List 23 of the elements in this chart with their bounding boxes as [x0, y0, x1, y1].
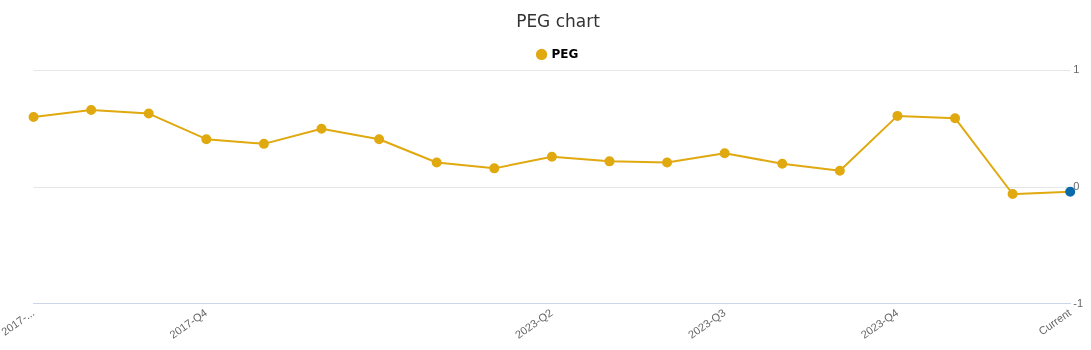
point	[1007, 189, 1018, 200]
point	[546, 151, 557, 162]
point	[604, 156, 615, 167]
point	[374, 134, 385, 145]
y-tick-label: -1	[1073, 296, 1083, 309]
point	[777, 158, 788, 169]
point	[662, 157, 673, 168]
point	[28, 112, 39, 123]
legend-label: PEG	[551, 46, 579, 61]
point	[258, 138, 269, 149]
point	[143, 108, 154, 119]
point	[86, 105, 97, 116]
y-tick-label: 1	[1073, 63, 1080, 76]
point	[950, 113, 961, 124]
point	[489, 163, 500, 174]
point	[719, 148, 730, 159]
point	[892, 110, 903, 121]
point	[316, 123, 327, 134]
y-tick-label: 0	[1073, 180, 1080, 193]
chart-title: PEG chart	[516, 10, 601, 31]
point	[201, 134, 212, 145]
point	[431, 157, 442, 168]
point	[834, 165, 845, 176]
